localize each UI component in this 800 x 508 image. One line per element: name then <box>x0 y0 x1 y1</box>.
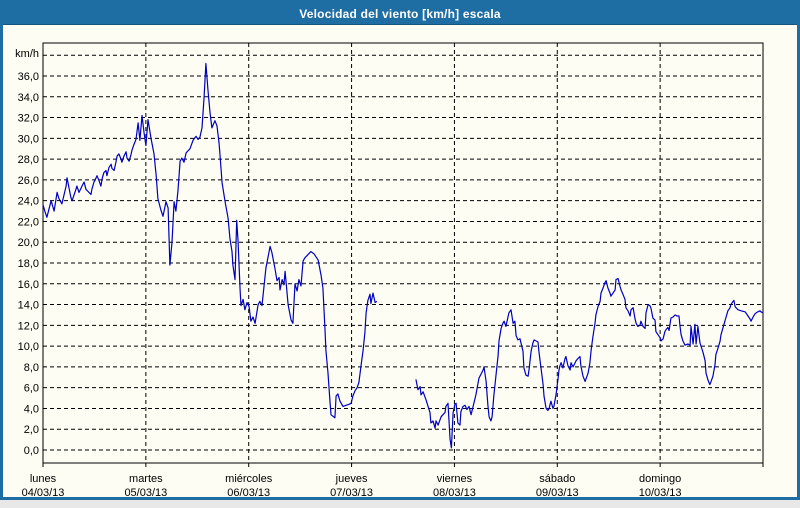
x-date-label: 10/03/13 <box>639 487 682 499</box>
y-tick-label: 6,0 <box>24 383 39 395</box>
y-tick-label: 4,0 <box>24 403 39 415</box>
x-date-label: 09/03/13 <box>536 487 579 499</box>
x-day-label: domingo <box>639 473 681 485</box>
y-tick-label: 34,0 <box>18 92 39 104</box>
y-tick-label: 14,0 <box>18 300 39 312</box>
y-tick-label: 24,0 <box>18 196 39 208</box>
x-date-label: 04/03/13 <box>22 487 65 499</box>
y-tick-label: 12,0 <box>18 320 39 332</box>
x-date-label: 06/03/13 <box>227 487 270 499</box>
wind-speed-line <box>415 278 764 449</box>
title-bar: Velocidad del viento [km/h] escala <box>3 3 797 25</box>
y-axis-unit-label: km/h <box>15 48 39 60</box>
x-date-label: 05/03/13 <box>124 487 167 499</box>
y-tick-label: 0,0 <box>24 445 39 457</box>
y-tick-label: 16,0 <box>18 279 39 291</box>
y-tick-label: 18,0 <box>18 258 39 270</box>
x-day-label: lunes <box>30 473 57 485</box>
y-tick-label: 30,0 <box>18 133 39 145</box>
chart-area: 0,0 2,0 4,0 6,0 8,0 10,0 12,0 14,0 16,0 18,0 20,0 2… <box>3 3 800 503</box>
y-tick-label: 8,0 <box>24 362 39 374</box>
y-tick-label: 32,0 <box>18 113 39 125</box>
y-tick-label: 36,0 <box>18 71 39 83</box>
x-day-label: jueves <box>335 473 368 485</box>
y-tick-label: 10,0 <box>18 341 39 353</box>
x-day-label: viernes <box>437 473 473 485</box>
y-tick-label: 2,0 <box>24 424 39 436</box>
window-title: Velocidad del viento [km/h] escala <box>299 6 501 21</box>
y-tick-label: 28,0 <box>18 154 39 166</box>
wind-speed-chart: 0,0 2,0 4,0 6,0 8,0 10,0 12,0 14,0 16,0 18,0 20,0 2… <box>15 42 764 499</box>
wind-speed-line <box>42 62 378 419</box>
plot-frame <box>42 42 764 464</box>
x-day-label: miércoles <box>225 473 273 485</box>
y-tick-label: 22,0 <box>18 216 39 228</box>
x-date-label: 08/03/13 <box>433 487 476 499</box>
y-tick-label: 20,0 <box>18 237 39 249</box>
x-date-label: 07/03/13 <box>330 487 373 499</box>
x-day-label: sábado <box>539 473 575 485</box>
y-tick-label: 26,0 <box>18 175 39 187</box>
x-day-label: martes <box>129 473 163 485</box>
